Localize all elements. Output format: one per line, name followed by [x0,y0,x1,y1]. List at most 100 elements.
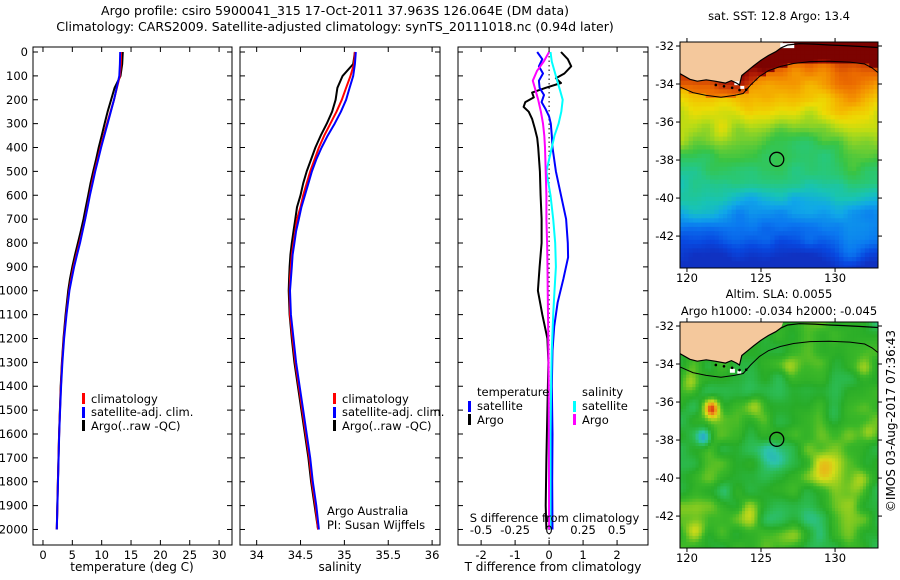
legend-salinity-plot: climatology satellite-adj. clim. Argo(..… [333,392,444,433]
svg-text:1100: 1100 [0,308,28,322]
profile-location-marker [769,431,785,447]
offshore-contour-line [679,60,879,98]
satellite-adj-color-swatch [333,406,336,418]
svg-text:-34: -34 [655,77,674,91]
svg-text:500: 500 [6,164,28,178]
difference-profile-plot: -2 -1 0 1 2 -0.5 -0.25 0 0.25 0.5 [457,46,649,562]
argo-color-swatch [82,420,85,432]
legend-label: climatology [91,391,158,406]
sla-map-title-line1: Altim. SLA: 0.0055 [725,287,833,301]
svg-text:200: 200 [6,93,28,107]
svg-text:36: 36 [425,548,440,562]
sst-map-title: sat. SST: 12.8 Argo: 13.4 [708,9,850,23]
s-scale-tick-label: -0.5 [470,523,492,537]
legend-difference-salinity: salinity satellite Argo [573,385,628,427]
islet-dot [744,88,748,92]
legend-header-salinity: salinity [582,385,624,399]
legend-label: satellite-adj. clim. [342,405,445,420]
svg-text:-2: -2 [475,548,486,562]
temperature-profile-axes: 0 5 10 15 20 25 300100200300400500600700800900… [0,45,232,562]
legend-item-climatology: climatology [333,392,444,406]
svg-text:34: 34 [249,548,264,562]
satellite-s-color-swatch [573,400,576,412]
curve-argo-s [531,51,551,530]
islet-dot [730,86,734,90]
argo-australia-text: Argo Australia [327,504,409,518]
svg-text:-36: -36 [655,115,674,129]
svg-text:900: 900 [6,260,28,274]
svg-text:15: 15 [124,548,139,562]
curve-climatology [55,51,123,530]
coastline [679,323,879,366]
legend-label: Argo(..raw -QC) [91,418,181,433]
svg-text:1200: 1200 [0,331,28,345]
legend-item-argo-raw: Argo(..raw -QC) [333,419,444,433]
svg-text:130: 130 [824,271,846,285]
offshore-contour-line [679,340,879,378]
salinity-profile-plot: 34 34.5 35 35.5 36 [239,46,441,562]
map-frame [679,321,879,549]
land-mask [680,322,784,365]
figure-title-line2: Climatology: CARS2009. Satellite-adjuste… [56,19,614,34]
svg-text:25: 25 [182,548,197,562]
islet-dot [714,83,718,87]
profile-location-marker [769,151,785,167]
curve-argo-raw-qc- [287,51,356,530]
curve-climatology [288,51,356,530]
svg-text:0: 0 [39,548,46,562]
islet-dot [730,366,734,370]
svg-text:600: 600 [6,188,28,202]
plot-frame [457,46,649,546]
islet-dot [722,84,726,88]
svg-text:0: 0 [21,45,28,59]
svg-text:1700: 1700 [0,451,28,465]
climatology-color-swatch [333,393,336,405]
argo-s-color-swatch [573,414,576,426]
legend-header-temperature: temperature [477,385,550,399]
svg-text:30: 30 [212,548,227,562]
svg-text:100: 100 [6,69,28,83]
legend-label: satellite [477,399,523,414]
s-scale-tick-label: 0 [545,523,552,537]
land-mask [680,42,784,85]
legend-label: satellite [582,399,628,414]
legend-item-satellite-t: satellite [468,399,549,414]
legend-item-climatology: climatology [82,392,193,406]
temperature-axis-label: temperature (deg C) [70,560,194,574]
svg-text:300: 300 [6,117,28,131]
legend-label: Argo(..raw -QC) [342,418,432,433]
s-scale-tick-label: 0.5 [608,523,626,537]
svg-text:35: 35 [337,548,352,562]
svg-text:1300: 1300 [0,355,28,369]
sla-map: 120 125 130-32-34-36-38-40-42 [655,318,882,565]
svg-text:2000: 2000 [0,522,28,536]
svg-text:-42: -42 [655,229,674,243]
t-difference-axis-label: T difference from climatology [464,560,642,574]
plot-frame [239,46,441,546]
curve-satellite-t [536,51,570,530]
svg-text:5: 5 [69,548,76,562]
svg-text:35.5: 35.5 [375,548,401,562]
svg-text:400: 400 [6,141,28,155]
svg-text:-40: -40 [655,191,674,205]
legend-item-argo-raw: Argo(..raw -QC) [82,419,193,433]
svg-text:1400: 1400 [0,379,28,393]
islet-dot [738,88,741,92]
legend-item-satellite-adj-clim: satellite-adj. clim. [333,405,445,420]
plot-frame [32,46,233,546]
svg-text:1600: 1600 [0,427,28,441]
svg-text:34.5: 34.5 [288,548,314,562]
s-scale-tick-label: -0.25 [500,523,530,537]
legend-item-satellite-adj-clim: satellite-adj. clim. [82,405,193,419]
figure-title-line1: Argo profile: csiro 5900041_315 17-Oct-2… [101,3,569,18]
svg-text:1000: 1000 [0,284,28,298]
islet-dot [722,364,726,368]
legend-label: climatology [342,391,409,406]
climatology-color-swatch [82,393,85,405]
temperature-profile-plot: 0 5 10 15 20 25 300100200300400500600700800900… [0,45,233,562]
svg-text:-32: -32 [655,39,674,53]
curve-argo-raw-qc- [55,51,124,530]
islet-dot [738,368,741,372]
svg-text:1900: 1900 [0,499,28,513]
